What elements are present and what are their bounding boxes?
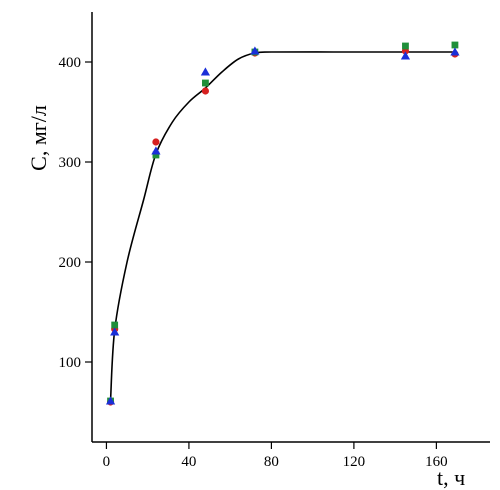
x-tick-label: 40 [181, 454, 196, 470]
y-ticks: 100 200 300 400 [59, 55, 92, 371]
plot-area: 0 40 80 120 160 100 200 300 400 [59, 12, 490, 470]
x-ticks: 0 40 80 120 160 [103, 442, 448, 470]
data-point-blue-triangle [250, 46, 260, 55]
y-tick-label: 300 [59, 155, 82, 171]
y-tick-label: 400 [59, 55, 82, 71]
data-point-red-circle [152, 138, 160, 146]
data-point-blue-triangle [151, 146, 161, 155]
x-tick-label: 120 [343, 454, 366, 470]
data-point-blue-triangle [200, 67, 211, 76]
data-points-layer [105, 41, 460, 406]
x-axis-title: t, ч [437, 465, 465, 490]
data-point-green-square [152, 151, 160, 159]
data-point-blue-triangle [105, 396, 116, 405]
y-axis-title: С, мг/л [26, 105, 51, 171]
y-tick-label: 100 [59, 355, 82, 371]
fit-curve-layer [109, 51, 455, 401]
x-tick-label: 0 [103, 454, 111, 470]
data-point-green-square [451, 41, 459, 49]
data-point-red-circle [201, 87, 210, 95]
data-point-blue-triangle [450, 47, 460, 56]
data-point-green-square [202, 79, 209, 87]
data-point-blue-triangle [400, 51, 411, 60]
data-point-blue-triangle [110, 327, 120, 336]
fit-curve [109, 51, 455, 401]
x-tick-label: 160 [425, 454, 448, 470]
x-tick-label: 80 [264, 454, 279, 470]
y-tick-label: 200 [59, 255, 82, 271]
data-point-green-square [402, 42, 409, 50]
data-point-green-square [111, 321, 119, 329]
